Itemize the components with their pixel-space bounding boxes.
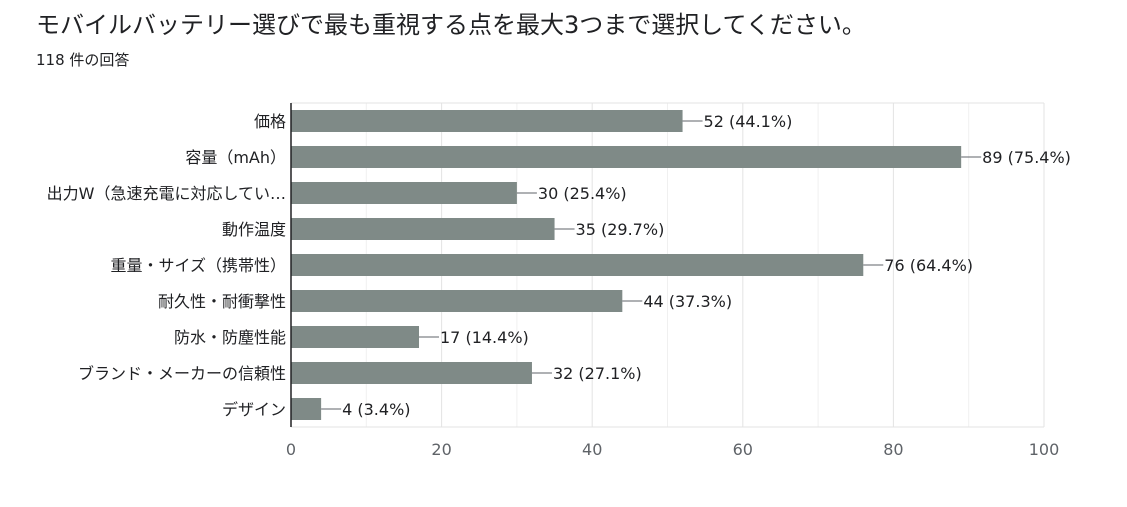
data-label: 30 (25.4%) — [538, 184, 627, 203]
data-label: 89 (75.4%) — [982, 148, 1071, 167]
bar-2 — [291, 182, 517, 204]
axis-layer: 0 20 40 60 80 100 — [286, 103, 1059, 459]
x-tick-label: 40 — [582, 440, 602, 459]
data-label: 76 (64.4%) — [884, 256, 973, 275]
data-label: 4 (3.4%) — [342, 400, 410, 419]
bar-0 — [291, 110, 683, 132]
x-tick-label: 80 — [883, 440, 903, 459]
bar-7 — [291, 362, 532, 384]
category-label: 価格 — [254, 112, 286, 131]
data-label: 17 (14.4%) — [440, 328, 529, 347]
response-count: 118 件の回答 — [36, 51, 130, 69]
label-layer: 52 (44.1%) 価格 89 (75.4%) 容量（mAh） 30 (25.4%) 出… — [47, 112, 1071, 419]
bar-8 — [291, 398, 322, 420]
x-tick-label: 0 — [286, 440, 296, 459]
category-label: 動作温度 — [222, 220, 286, 239]
data-label: 52 (44.1%) — [704, 112, 793, 131]
x-tick-label: 60 — [733, 440, 753, 459]
bar-layer — [291, 110, 962, 420]
data-label: 44 (37.3%) — [643, 292, 732, 311]
category-label: 耐久性・耐衝撃性 — [158, 292, 286, 311]
category-label: デザイン — [222, 400, 286, 419]
question-title: モバイルバッテリー選びで最も重視する点を最大3つまで選択してください。 — [36, 11, 866, 39]
bar-1 — [291, 146, 962, 168]
category-label: ブランド・メーカーの信頼性 — [78, 364, 286, 383]
bar-5 — [291, 290, 623, 312]
bar-6 — [291, 326, 420, 348]
x-tick-label: 100 — [1029, 440, 1060, 459]
data-label: 32 (27.1%) — [553, 364, 642, 383]
data-label: 35 (29.7%) — [576, 220, 665, 239]
bar-3 — [291, 218, 555, 240]
x-tick-label: 20 — [431, 440, 451, 459]
category-label: 容量（mAh） — [185, 148, 286, 167]
category-label: 防水・防塵性能 — [174, 328, 286, 347]
category-label: 出力W（急速充電に対応してい… — [47, 184, 286, 203]
bar-4 — [291, 254, 864, 276]
category-label: 重量・サイズ（携帯性） — [110, 256, 286, 275]
